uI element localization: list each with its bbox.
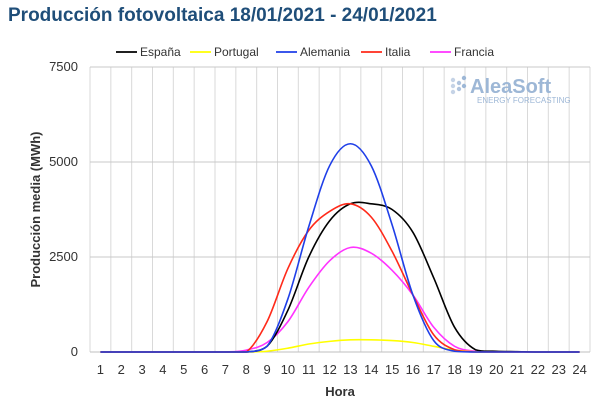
x-tick-label: 16 <box>406 362 420 377</box>
x-tick-label: 19 <box>468 362 482 377</box>
chart-title: Producción fotovoltaica 18/01/2021 - 24/… <box>8 5 437 26</box>
y-tick-label: 5000 <box>49 154 78 169</box>
x-tick-labels: 1 2 3 4 5 6 7 8 9 10 11 12 13 14 15 16 17 18 19 20 21 22 23 24 <box>97 362 587 377</box>
x-tick-label: 20 <box>489 362 503 377</box>
x-tick-label: 8 <box>243 362 250 377</box>
y-tick-labels: 0 2500 5000 7500 <box>49 59 78 359</box>
series-line-alemania <box>100 142 580 353</box>
legend-label: Francia <box>454 45 494 59</box>
legend-label: Portugal <box>214 45 259 59</box>
x-axis-title: Hora <box>325 384 355 399</box>
x-tick-label: 6 <box>201 362 208 377</box>
y-tick-label: 2500 <box>49 249 78 264</box>
legend-label: Italia <box>385 45 411 59</box>
x-tick-label: 10 <box>281 362 295 377</box>
x-tick-label: 11 <box>302 362 316 377</box>
x-tick-label: 23 <box>552 362 566 377</box>
x-tick-label: 4 <box>159 362 166 377</box>
y-tick-label: 7500 <box>49 59 78 74</box>
legend-label: España <box>140 45 181 59</box>
x-tick-label: 1 <box>97 362 104 377</box>
x-tick-label: 22 <box>531 362 545 377</box>
legend: España Portugal Alemania Italia Francia <box>116 45 494 59</box>
logo-dots-icon <box>450 75 467 95</box>
x-tick-label: 18 <box>447 362 461 377</box>
x-tick-label: 5 <box>180 362 187 377</box>
series-lines <box>100 142 580 353</box>
y-axis-title: Producción media (MWh) <box>28 132 43 288</box>
x-tick-label: 17 <box>427 362 441 377</box>
legend-label: Alemania <box>300 45 350 59</box>
aleasoft-logo: AleaSoft ENERGY FORECASTING <box>450 75 571 105</box>
x-tick-label: 9 <box>263 362 270 377</box>
x-tick-label: 2 <box>118 362 125 377</box>
x-tick-label: 3 <box>138 362 145 377</box>
logo-brand: AleaSoft <box>470 76 551 98</box>
x-tick-label: 13 <box>343 362 357 377</box>
x-tick-label: 21 <box>510 362 524 377</box>
x-tick-label: 7 <box>222 362 229 377</box>
y-tick-label: 0 <box>71 344 78 359</box>
x-tick-label: 24 <box>572 362 586 377</box>
x-tick-label: 12 <box>322 362 336 377</box>
x-tick-label: 14 <box>364 362 378 377</box>
logo-tagline: ENERGY FORECASTING <box>477 96 571 105</box>
x-tick-label: 15 <box>385 362 399 377</box>
